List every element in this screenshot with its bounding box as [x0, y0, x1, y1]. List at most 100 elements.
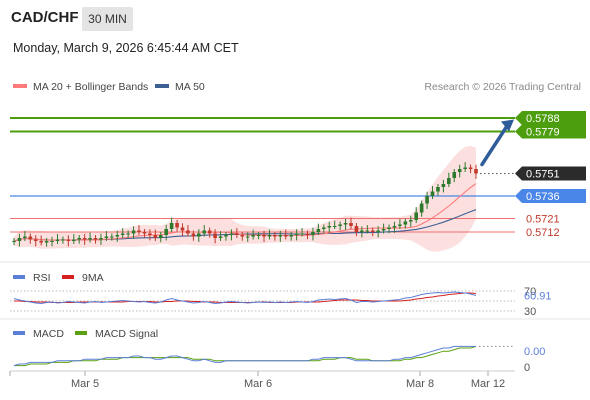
candle	[55, 234, 60, 244]
candle	[273, 232, 277, 241]
level-tag-0.5788	[515, 111, 586, 125]
candle	[137, 225, 141, 235]
candle-body	[381, 229, 386, 231]
candle-body	[191, 233, 196, 237]
candle-body	[441, 184, 446, 187]
candle-body	[474, 169, 478, 174]
candle	[283, 229, 288, 240]
candle	[71, 234, 76, 244]
watermark: Research © 2026 Trading Central	[424, 81, 581, 93]
candle	[436, 184, 440, 196]
candle-body	[430, 191, 435, 196]
candle-body	[218, 236, 223, 238]
candle	[82, 233, 87, 245]
candle-body	[33, 239, 38, 241]
candle	[278, 230, 283, 242]
candle-body	[240, 235, 245, 237]
candles	[12, 162, 478, 247]
candle-body	[17, 238, 22, 241]
candle-body	[414, 212, 419, 220]
candle-body	[99, 238, 103, 240]
candle-body	[457, 169, 462, 172]
candle	[93, 235, 98, 244]
candle-body	[213, 233, 217, 238]
current-price-tag	[515, 166, 586, 181]
candle	[12, 238, 16, 246]
candle-body	[392, 226, 397, 228]
candle	[153, 229, 158, 241]
candle	[387, 224, 391, 234]
candle-body	[23, 236, 27, 238]
candle	[370, 227, 375, 237]
candle-body	[197, 233, 201, 237]
candle-body	[12, 241, 16, 242]
candle	[213, 229, 217, 244]
datetime-label: Monday, March 9, 2026 6:45:44 AM CET	[13, 41, 239, 55]
candle	[392, 221, 397, 233]
macd-legend-swatch	[13, 331, 25, 335]
candle-body	[93, 238, 98, 240]
candle	[175, 220, 179, 232]
candle-body	[180, 227, 185, 231]
rsi-ma-legend-swatch	[62, 275, 74, 279]
candle-body	[158, 235, 163, 238]
candle	[99, 233, 103, 245]
candle-body	[403, 221, 408, 225]
candle-body	[256, 235, 261, 236]
candle-body	[294, 233, 299, 235]
candle-body	[278, 235, 283, 237]
level-tag-text: 0.5721	[526, 214, 560, 226]
candle-body	[262, 235, 266, 237]
x-tick-label: Mar 8	[406, 378, 434, 390]
candle	[39, 235, 43, 246]
ma50-legend-swatch	[155, 84, 169, 88]
x-tick-label: Mar 6	[244, 378, 272, 390]
candle	[218, 231, 223, 241]
candle-body	[39, 241, 43, 243]
rsi-line	[13, 291, 477, 305]
candle	[240, 232, 245, 241]
candle-body	[365, 230, 370, 232]
candle-body	[71, 239, 76, 241]
candle	[447, 172, 451, 187]
candle	[311, 227, 315, 241]
candle	[294, 229, 299, 241]
candle-body	[436, 187, 440, 192]
bollinger-band	[14, 145, 476, 252]
candle-body	[338, 224, 342, 226]
candle	[164, 224, 168, 241]
timeframe-button[interactable]: 30 MIN	[82, 7, 133, 31]
candle-body	[88, 238, 92, 240]
rsi-panel: 70 30 60.91	[10, 286, 552, 318]
level-tag-text: 0.5788	[526, 113, 560, 125]
candle-body	[289, 235, 293, 237]
candle-body	[447, 178, 451, 184]
candle-body	[169, 223, 174, 229]
x-axis: Mar 5 Mar 6 Mar 8 Mar 12	[9, 371, 505, 390]
candle-body	[120, 233, 125, 235]
candle	[365, 225, 370, 234]
candle	[414, 207, 419, 223]
ma50-legend-label: MA 50	[175, 81, 205, 93]
candle-body	[207, 230, 212, 234]
candle-body	[452, 172, 457, 178]
candle-body	[148, 233, 152, 235]
candle	[441, 179, 446, 193]
candle	[245, 232, 250, 242]
candle	[354, 223, 359, 237]
candle	[381, 223, 386, 234]
current-price-text: 0.5751	[526, 169, 560, 181]
candle-body	[164, 229, 168, 235]
candle	[191, 230, 196, 241]
candle	[142, 229, 147, 238]
candle-body	[376, 230, 380, 232]
candle-body	[360, 230, 364, 232]
candle-body	[273, 235, 277, 237]
candle-body	[311, 232, 315, 235]
candle-body	[283, 235, 288, 237]
candle	[349, 217, 353, 229]
candle-body	[66, 239, 71, 241]
level-tag-text: 0.5736	[526, 191, 560, 203]
candle-body	[55, 239, 60, 241]
